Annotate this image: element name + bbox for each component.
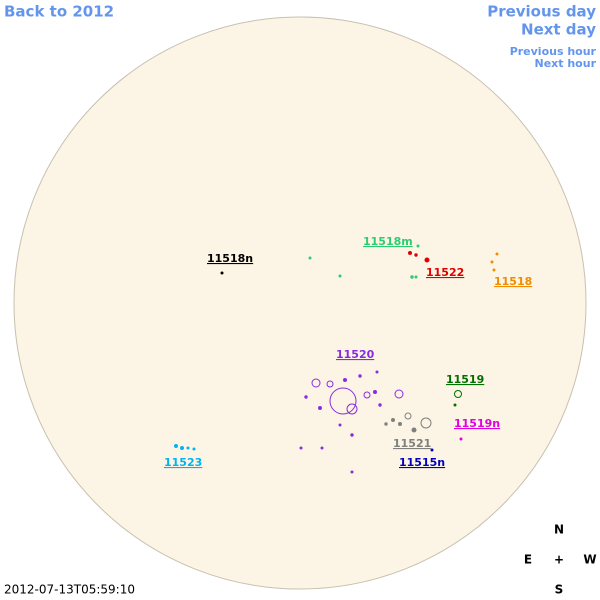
- sunspot: [430, 448, 434, 452]
- sunspot: [404, 412, 412, 420]
- region-label[interactable]: 11519n: [454, 417, 500, 430]
- sunspot: [338, 423, 342, 427]
- region-label[interactable]: 11522: [426, 266, 464, 279]
- sunspot: [358, 374, 362, 378]
- sunspot: [424, 257, 430, 263]
- sunspot: [343, 378, 347, 382]
- region-label[interactable]: 11515n: [399, 456, 445, 469]
- sunspot: [414, 253, 418, 257]
- sunspot: [346, 403, 358, 415]
- sunspot: [394, 389, 404, 399]
- sunspot: [180, 446, 184, 450]
- sunspot: [299, 446, 303, 450]
- sunspot: [220, 271, 224, 275]
- sunspot: [495, 252, 499, 256]
- sunspot: [311, 378, 321, 388]
- next-hour-link[interactable]: Next hour: [535, 57, 597, 70]
- solar-disk: [13, 16, 587, 590]
- sunspot: [363, 391, 371, 399]
- sunspot: [490, 260, 494, 264]
- compass-north: N: [554, 523, 564, 537]
- region-label[interactable]: 11518: [494, 275, 532, 288]
- sunspot: [373, 390, 377, 394]
- sunspot: [411, 427, 417, 433]
- sunspot: [338, 274, 342, 278]
- sunspot: [391, 418, 395, 422]
- sunspot: [304, 395, 308, 399]
- sunspot: [420, 417, 432, 429]
- compass-east: E: [524, 553, 532, 567]
- sunspot: [384, 422, 388, 426]
- sunspot: [378, 403, 382, 407]
- sunspot: [492, 268, 496, 272]
- compass-center: +: [554, 553, 564, 567]
- compass-south: S: [555, 583, 564, 597]
- region-label[interactable]: 11519: [446, 373, 484, 386]
- compass-west: W: [583, 553, 596, 567]
- region-label[interactable]: 11520: [336, 348, 375, 361]
- sunspot: [320, 446, 324, 450]
- region-label[interactable]: 11523: [164, 456, 202, 469]
- sunspot: [414, 275, 418, 279]
- sunspot: [454, 390, 462, 398]
- sunspot: [186, 446, 190, 450]
- sunspot: [308, 256, 312, 260]
- sunspot: [350, 470, 354, 474]
- sunspot: [318, 406, 322, 410]
- sunspot: [174, 444, 178, 448]
- sunspot: [410, 275, 414, 279]
- region-label[interactable]: 11518n: [207, 252, 253, 265]
- back-link[interactable]: Back to 2012: [4, 3, 114, 21]
- next-day-link[interactable]: Next day: [521, 21, 596, 39]
- sunspot: [375, 370, 379, 374]
- sunspots: [174, 244, 499, 474]
- sunspot: [192, 447, 196, 451]
- region-label[interactable]: 11521: [393, 437, 431, 450]
- sunspot: [459, 437, 463, 441]
- sunspot: [453, 403, 457, 407]
- sunspot: [329, 387, 357, 415]
- previous-day-link[interactable]: Previous day: [487, 3, 596, 21]
- region-label[interactable]: 11518m: [363, 235, 413, 248]
- sunspot: [416, 244, 420, 248]
- sunspot: [350, 433, 354, 437]
- sunspot: [408, 251, 412, 255]
- sunspot: [398, 422, 402, 426]
- timestamp: 2012-07-13T05:59:10: [4, 583, 135, 597]
- sunspot: [326, 380, 334, 388]
- previous-hour-link[interactable]: Previous hour: [510, 45, 597, 58]
